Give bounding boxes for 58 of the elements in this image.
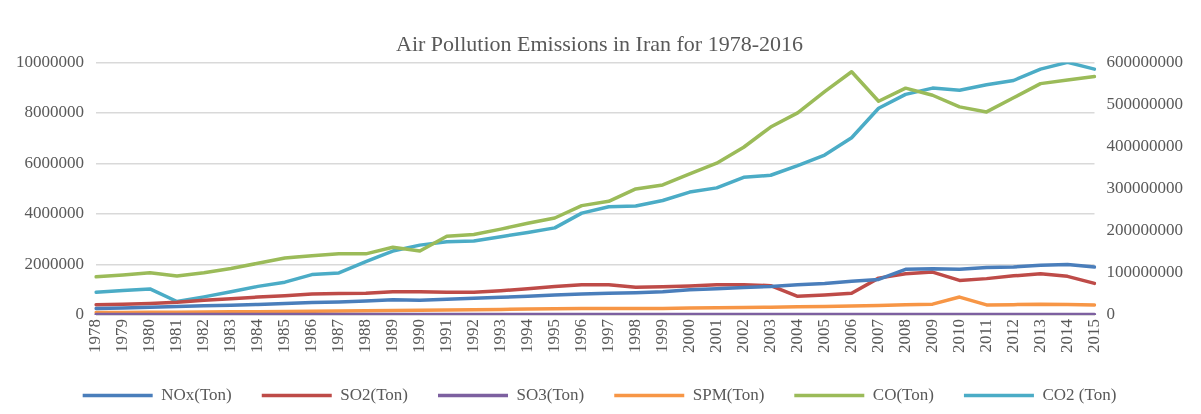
x-tick-label: 1994 [517, 318, 537, 353]
legend-label: CO2 (Ton) [1042, 384, 1117, 404]
y2-tick-label: 200000000 [1106, 220, 1183, 240]
x-tick-label: 1985 [274, 319, 294, 353]
x-tick-label: 1996 [571, 319, 591, 353]
x-tick-label: 1995 [544, 319, 564, 353]
x-tick-label: 1990 [409, 319, 429, 353]
x-tick-label: 2005 [814, 319, 834, 353]
x-tick-label: 2014 [1056, 318, 1076, 353]
x-tick-label: 1984 [247, 318, 267, 353]
x-tick-label: 1980 [139, 319, 159, 353]
x-tick-label: 2010 [949, 319, 969, 353]
y2-tick-label: 0 [1106, 304, 1115, 324]
y2-tick-label: 300000000 [1106, 178, 1183, 198]
x-tick-label: 2015 [1083, 319, 1103, 353]
x-tick-label: 1992 [463, 319, 483, 353]
y-tick-label: 0 [75, 304, 84, 324]
x-tick-label: 1979 [112, 319, 132, 353]
y2-tick-label: 400000000 [1106, 136, 1183, 156]
x-tick-label: 1989 [382, 319, 402, 353]
legend-label: SO3(Ton) [516, 384, 585, 404]
x-tick-label: 2009 [922, 319, 942, 353]
x-tick-label: 1991 [436, 319, 456, 353]
x-tick-label: 1997 [598, 318, 618, 353]
x-tick-label: 1986 [301, 319, 321, 353]
x-tick-label: 2008 [895, 319, 915, 353]
y2-tick-label: 100000000 [1106, 262, 1183, 282]
x-tick-label: 1978 [85, 319, 105, 353]
legend-label: CO(Ton) [872, 384, 934, 404]
x-tick-label: 2006 [841, 319, 861, 353]
y-tick-label: 6000000 [24, 152, 84, 172]
x-tick-label: 2000 [679, 319, 699, 353]
x-tick-label: 1981 [166, 319, 186, 353]
y-tick-label: 2000000 [24, 253, 84, 273]
legend-label: SPM(Ton) [692, 384, 765, 404]
legend-label: SO2(Ton) [340, 384, 409, 404]
legend-label: NOx(Ton) [161, 384, 232, 404]
x-tick-label: 1987 [328, 318, 348, 353]
x-tick-label: 2012 [1003, 319, 1023, 353]
y2-tick-label: 600000000 [1106, 51, 1183, 71]
x-tick-label: 2003 [760, 319, 780, 353]
x-tick-label: 2002 [733, 319, 753, 353]
x-tick-label: 2011 [976, 319, 996, 353]
x-tick-label: 2013 [1030, 319, 1049, 353]
x-tick-label: 1998 [625, 319, 645, 353]
y2-tick-label: 500000000 [1106, 93, 1183, 113]
x-tick-label: 2007 [868, 318, 888, 353]
y-tick-label: 8000000 [24, 102, 84, 122]
y-tick-label: 4000000 [24, 203, 84, 223]
x-tick-label: 1999 [652, 319, 672, 353]
x-tick-label: 1983 [220, 319, 240, 353]
x-tick-label: 1982 [193, 319, 213, 353]
y-tick-label: 10000000 [16, 51, 84, 71]
x-tick-label: 1988 [355, 319, 375, 353]
x-tick-label: 2004 [787, 318, 807, 353]
x-tick-label: 1993 [490, 319, 510, 353]
chart-title: Air Pollution Emissions in Iran for 1978-2016 [396, 30, 803, 56]
x-tick-label: 2001 [706, 319, 726, 353]
